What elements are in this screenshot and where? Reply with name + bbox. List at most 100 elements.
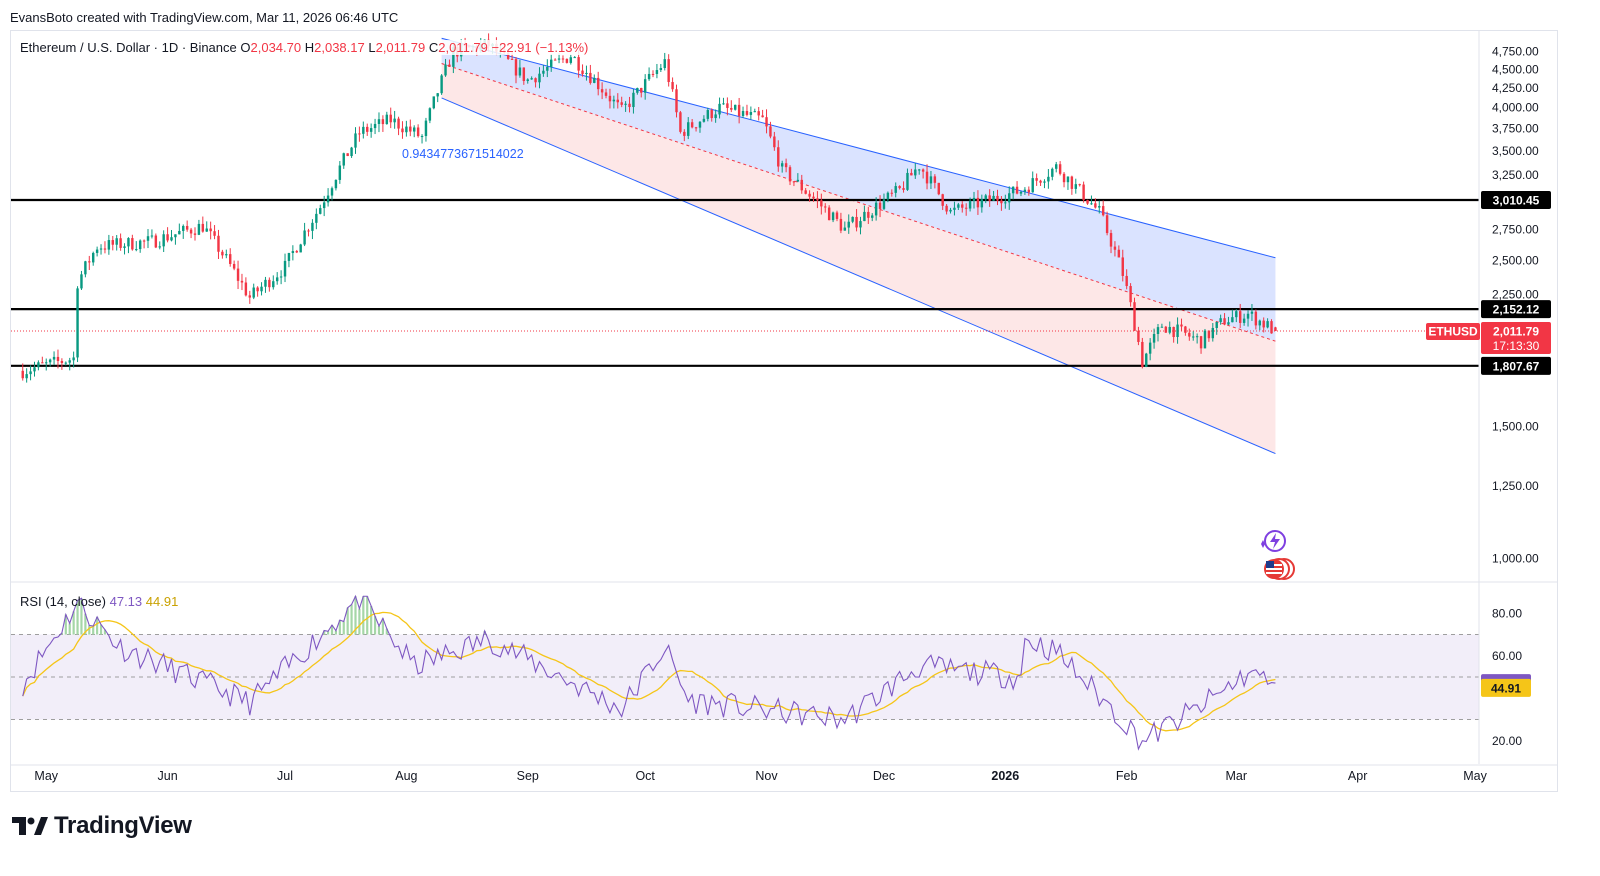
level-tag-label: 3,010.45 [1493, 193, 1540, 207]
level-tag [1481, 190, 1551, 209]
candle-body [334, 179, 338, 189]
candle-body [730, 107, 733, 110]
x-tick-label: Jun [158, 769, 178, 783]
candle-body [961, 204, 964, 208]
candle-body [1078, 184, 1081, 186]
candlestick-series[interactable] [21, 33, 1277, 383]
regression-channel[interactable] [441, 37, 1276, 455]
rsi-label[interactable]: RSI (14, close) [20, 594, 106, 609]
candle-body [295, 251, 298, 253]
x-tick-label: May [1463, 769, 1487, 783]
symbol-tag [1426, 323, 1480, 341]
last-price-label: 2,011.79 [1493, 325, 1539, 339]
candle-body [867, 211, 870, 218]
candle-body [593, 77, 596, 83]
candle-body [115, 238, 118, 245]
candle-body [910, 172, 913, 176]
candle-body [1172, 326, 1175, 338]
candle-body [914, 169, 917, 176]
candle-body [131, 238, 134, 250]
us-flag-economic-event-icon[interactable] [1260, 556, 1296, 587]
lightning-idea-icon[interactable] [1257, 528, 1289, 559]
candle-body [616, 99, 619, 103]
candle-body [166, 234, 169, 241]
level-tag [1481, 356, 1551, 375]
candle-body [272, 281, 275, 288]
candle-body [1152, 333, 1156, 343]
tradingview-logo[interactable]: TradingView [12, 812, 192, 840]
candle-body [221, 251, 224, 256]
candle-body [683, 131, 686, 136]
candle-body [957, 204, 960, 208]
candle-body [585, 72, 588, 75]
candle-body [350, 147, 353, 157]
candle-body [1141, 341, 1144, 367]
candle-body [1250, 311, 1254, 314]
candle-body [322, 202, 326, 209]
high-label: H [304, 40, 315, 55]
candle-body [1109, 233, 1113, 247]
y-tick-label: 1,500.00 [1492, 419, 1539, 433]
candle-body [342, 153, 345, 166]
candle-body [142, 240, 146, 242]
candle-body [1004, 202, 1007, 204]
rsi-y-tick-label: 20.00 [1492, 734, 1522, 748]
y-tick-label: 3,250.00 [1492, 168, 1539, 182]
candle-body [1184, 326, 1187, 333]
candle-body [25, 374, 28, 379]
candle-body [824, 206, 827, 208]
candle-body [651, 73, 655, 75]
rsi-panel[interactable] [11, 594, 1479, 751]
candle-body [569, 57, 573, 63]
candle-body [381, 119, 385, 125]
candle-body [68, 360, 71, 363]
candle-body [949, 209, 952, 212]
candle-body [1266, 321, 1269, 328]
x-tick-label: Jul [277, 769, 293, 783]
candle-body [765, 117, 768, 127]
candle-body [1015, 186, 1019, 194]
level-tag-label: 2,152.12 [1493, 303, 1540, 317]
candle-body [542, 70, 545, 74]
candle-body [769, 126, 772, 137]
candle-body [596, 77, 600, 90]
bar-countdown-label: 17:13:30 [1493, 339, 1540, 353]
horizontal-levels[interactable] [11, 198, 1479, 367]
rsi-line [22, 594, 1276, 751]
candle-body [362, 126, 365, 134]
candle-body [412, 127, 416, 132]
candle-body [808, 193, 811, 197]
symbol-label[interactable]: Ethereum / U.S. Dollar · 1D · Binance [20, 40, 237, 55]
price-tags: 3,010.45 2,152.12 1,807.67 ETHUSD 2,011.7917… [1426, 190, 1551, 697]
candle-body [1188, 332, 1191, 337]
candle-body [52, 356, 56, 360]
y-tick-label: 3,750.00 [1492, 122, 1539, 136]
candle-body [1137, 330, 1140, 342]
candle-body [1047, 176, 1050, 182]
change-value: −22.91 (−1.13%) [491, 40, 589, 55]
candle-body [252, 287, 255, 298]
candle-body [816, 198, 819, 201]
candle-body [1000, 200, 1003, 204]
candle-body [354, 133, 357, 148]
candle-body [788, 167, 792, 182]
candle-body [589, 72, 592, 83]
candle-body [1082, 184, 1085, 200]
candle-body [718, 103, 721, 115]
candle-body [827, 207, 831, 221]
tradingview-wordmark: TradingView [54, 812, 192, 839]
candle-body [553, 59, 557, 61]
candle-body [1180, 324, 1183, 327]
y-tick-label: 2,500.00 [1492, 253, 1539, 267]
candle-body [777, 147, 780, 167]
candle-body [894, 186, 897, 193]
candle-body [710, 110, 713, 119]
candle-body [698, 121, 702, 128]
candle-body [162, 234, 165, 247]
candle-body [640, 87, 643, 93]
candle-body [671, 82, 674, 90]
candle-body [326, 195, 330, 203]
candle-body [753, 111, 757, 113]
candle-body [236, 268, 240, 281]
